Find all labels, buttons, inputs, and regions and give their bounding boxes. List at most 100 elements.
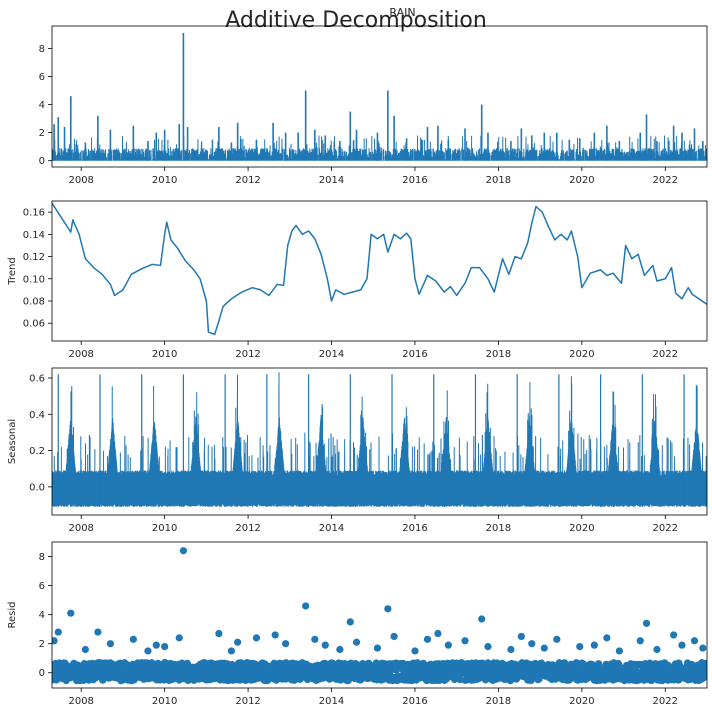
x-tick-label: 2010 [152,349,177,360]
rain-series [52,135,707,161]
y-tick-label: 0.10 [23,274,45,285]
resid-outlier [507,645,515,654]
x-tick-label: 2012 [235,175,260,186]
resid-outlier [271,631,279,639]
resid-outlier [152,641,160,649]
panels: 2008 2010 2012 2014 2016 2018 2020 2022 0 2 4 6 8 RAI… [7,6,708,707]
resid-outlier [175,634,183,642]
x-tick-label: 2010 [152,523,177,534]
y-tick-label: 0.4 [29,410,45,421]
y-tick-label: 0 [39,156,45,167]
x-tick-label: 2008 [68,175,93,186]
axes-frame [51,25,708,168]
resid-outlier [94,628,102,636]
panel-seasonal: 2008 2010 2012 2014 2016 2018 2020 2022 0.0 0.2 0.… [7,367,708,534]
resid-outlier [444,641,452,649]
x-tick-label: 2008 [68,696,93,707]
axes-frame [51,367,708,516]
resid-outlier [67,609,75,617]
resid-outlier [144,647,152,655]
resid-outlier [336,645,344,654]
resid-outlier [434,629,442,638]
resid-outlier [282,640,290,648]
axes-frame [51,200,708,342]
x-tick-label: 2020 [569,349,594,360]
resid-outlier [615,647,623,655]
resid-outlier [106,640,115,648]
x-tick-label: 2014 [319,175,344,186]
resid-outlier [390,632,398,641]
resid-outlier [384,605,392,613]
seasonal-series [52,372,707,507]
y-tick-label: 0.06 [23,319,45,330]
x-tick-label: 2022 [653,523,678,534]
resid-point [703,667,707,675]
resid-outlier [346,618,354,626]
y-tick-label: 0.6 [29,373,45,384]
x-tick-label: 2018 [486,523,511,534]
x-tick-label: 2016 [402,349,427,360]
x-tick-label: 2020 [569,175,594,186]
y-tick-label: 2 [39,639,45,650]
x-tick-label: 2022 [653,696,678,707]
resid-outlier [179,547,188,555]
y-tick-label: 0.16 [23,208,45,219]
figure-suptitle: Additive Decomposition [225,8,487,33]
panel-resid: 2008 2010 2012 2014 2016 2018 2020 2022 0 2 4 6 8 Res… [7,541,708,707]
resid-outlier [690,637,699,645]
resid-outlier [484,642,492,651]
x-tick-label: 2016 [402,523,427,534]
y-tick-label: 0 [39,668,45,679]
resid-outlier [227,647,235,655]
x-tick-label: 2012 [235,696,260,707]
resid-outlier [528,640,536,648]
y-tick-label: 4 [39,610,45,621]
x-tick-label: 2008 [68,349,93,360]
resid-outlier [670,631,678,639]
resid-outlier [642,619,651,627]
x-tick-label: 2014 [319,523,344,534]
resid-outlier [321,641,329,649]
y-tick-label: 2 [39,128,45,139]
panel-title: RAIN [389,6,415,19]
panel-trend: 2008 2010 2012 2014 2016 2018 2020 2022 0.06 0.08… [7,200,708,360]
resid-outlier [215,629,223,638]
x-tick-label: 2010 [152,175,177,186]
y-tick-label: 8 [39,44,45,55]
resid-outlier [653,645,661,654]
resid-outlier [423,635,432,643]
resid-outlier [52,637,58,645]
resid-outlier [311,635,319,643]
x-tick-label: 2012 [235,349,260,360]
x-tick-label: 2010 [152,696,177,707]
y-tick-label: 6 [39,581,45,592]
y-tick-label: 0.12 [23,252,45,263]
trend-line [52,202,707,336]
plot-area [52,202,707,336]
resid-outlier [129,635,137,643]
resid-outlier [517,632,525,641]
resid-outlier [590,641,598,649]
y-axis-label: Seasonal [7,419,18,464]
plot-area [52,372,707,507]
resid-outlier [699,644,707,652]
resid-outlier [478,615,486,623]
x-tick-label: 2014 [319,696,344,707]
resid-outlier [553,635,561,643]
y-axis-label: Resid [7,602,18,629]
x-tick-label: 2014 [319,349,344,360]
y-tick-label: 0.08 [23,297,45,308]
resid-outlier [54,628,62,636]
plot-area [52,33,707,161]
x-tick-label: 2016 [402,175,427,186]
y-axis-label: Trend [7,257,18,285]
resid-outlier [636,637,644,645]
x-tick-label: 2018 [486,175,511,186]
resid-outlier [678,641,686,649]
x-tick-label: 2022 [653,175,678,186]
y-tick-label: 0.0 [29,482,45,493]
x-tick-label: 2020 [569,696,594,707]
resid-outlier [540,644,548,652]
x-tick-label: 2018 [486,696,511,707]
